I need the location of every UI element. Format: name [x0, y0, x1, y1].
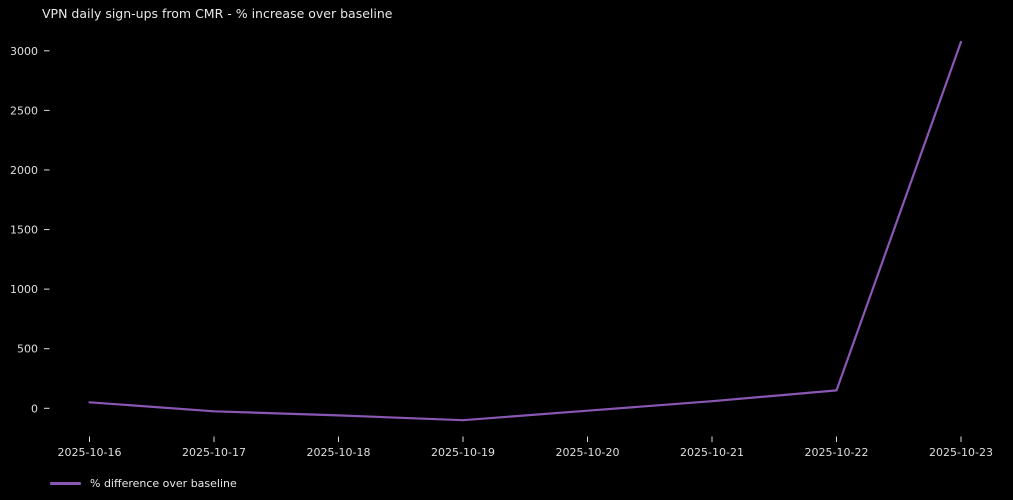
y-tick-label: 500 [17, 343, 38, 356]
legend-line-swatch [50, 481, 81, 485]
x-tick-label: 2025-10-22 [805, 446, 869, 459]
x-tick-label: 2025-10-18 [307, 446, 371, 459]
legend-series-label: % difference over baseline [90, 476, 237, 490]
chart-title: VPN daily sign-ups from CMR - % increase… [42, 6, 393, 21]
y-tick-label: 0 [31, 402, 38, 415]
x-tick-label: 2025-10-16 [58, 446, 122, 459]
y-tick-label: 1000 [10, 283, 38, 296]
series-line [88, 40, 963, 422]
y-tick-label: 3000 [10, 45, 38, 58]
x-tick-label: 2025-10-21 [680, 446, 744, 459]
x-tick-label: 2025-10-17 [182, 446, 246, 459]
y-tick-label: 2000 [10, 164, 38, 177]
x-tick-label: 2025-10-19 [431, 446, 495, 459]
y-tick-label: 2500 [10, 104, 38, 117]
y-tick-label: 1500 [10, 224, 38, 237]
x-tick-label: 2025-10-23 [929, 446, 993, 459]
legend: % difference over baseline [50, 474, 237, 492]
x-tick-label: 2025-10-20 [556, 446, 620, 459]
